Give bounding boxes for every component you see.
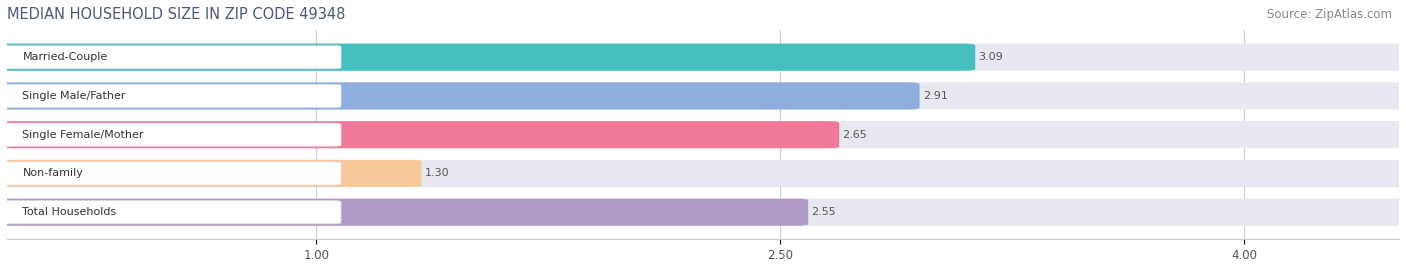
Text: Source: ZipAtlas.com: Source: ZipAtlas.com bbox=[1267, 8, 1392, 21]
FancyBboxPatch shape bbox=[0, 160, 1406, 187]
FancyBboxPatch shape bbox=[0, 82, 920, 109]
Text: 3.09: 3.09 bbox=[979, 52, 1002, 62]
FancyBboxPatch shape bbox=[0, 160, 422, 187]
FancyBboxPatch shape bbox=[0, 84, 342, 108]
FancyBboxPatch shape bbox=[0, 121, 1406, 148]
Text: Single Male/Father: Single Male/Father bbox=[22, 91, 127, 101]
Text: Non-family: Non-family bbox=[22, 168, 83, 178]
Text: Married-Couple: Married-Couple bbox=[22, 52, 108, 62]
Text: MEDIAN HOUSEHOLD SIZE IN ZIP CODE 49348: MEDIAN HOUSEHOLD SIZE IN ZIP CODE 49348 bbox=[7, 7, 346, 22]
FancyBboxPatch shape bbox=[0, 45, 342, 69]
Text: Total Households: Total Households bbox=[22, 207, 117, 217]
Text: 2.65: 2.65 bbox=[842, 130, 868, 140]
Text: Single Female/Mother: Single Female/Mother bbox=[22, 130, 143, 140]
Text: 1.30: 1.30 bbox=[425, 168, 449, 178]
FancyBboxPatch shape bbox=[0, 121, 839, 148]
Text: 2.91: 2.91 bbox=[922, 91, 948, 101]
FancyBboxPatch shape bbox=[0, 44, 1406, 71]
FancyBboxPatch shape bbox=[0, 162, 342, 185]
FancyBboxPatch shape bbox=[0, 199, 1406, 226]
Text: 2.55: 2.55 bbox=[811, 207, 837, 217]
FancyBboxPatch shape bbox=[0, 199, 808, 226]
FancyBboxPatch shape bbox=[0, 201, 342, 224]
FancyBboxPatch shape bbox=[0, 44, 976, 71]
FancyBboxPatch shape bbox=[0, 123, 342, 146]
FancyBboxPatch shape bbox=[0, 82, 1406, 109]
